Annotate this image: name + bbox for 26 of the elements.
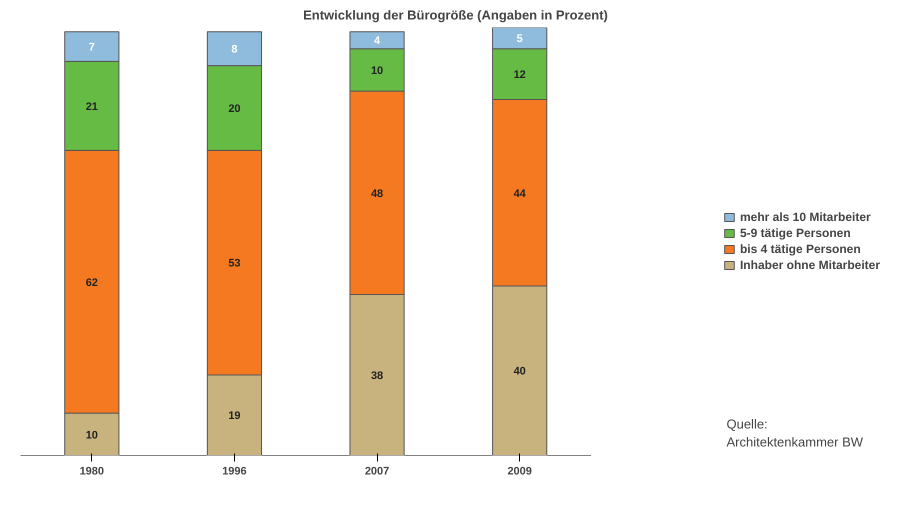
x-tick-label: 1980 bbox=[80, 466, 104, 478]
x-tick-label: 2009 bbox=[507, 466, 532, 478]
data-label: 4 bbox=[374, 35, 381, 48]
data-label: 53 bbox=[228, 258, 241, 270]
data-label: 10 bbox=[370, 64, 384, 77]
data-label: 48 bbox=[370, 188, 384, 200]
data-label: 20 bbox=[228, 103, 241, 116]
data-label: 10 bbox=[86, 429, 98, 442]
data-label: 62 bbox=[86, 276, 98, 289]
legend-label: mehr als 10 Mitarbeiter bbox=[740, 210, 871, 224]
data-label: 5 bbox=[516, 33, 523, 46]
x-tick-label: 1996 bbox=[222, 466, 247, 478]
legend-label: bis 4 tätige Personen bbox=[740, 242, 861, 256]
legend-label: 5-9 tätige Personen bbox=[740, 226, 851, 240]
data-label: 40 bbox=[514, 366, 526, 378]
chart-title: Entwicklung der Bürogröße (Angaben in Prozent) bbox=[303, 8, 608, 22]
data-label: 7 bbox=[88, 42, 95, 54]
legend-label: Inhaber ohne Mitarbeiter bbox=[740, 258, 880, 272]
data-label: 19 bbox=[228, 410, 241, 422]
data-label: 8 bbox=[231, 44, 238, 56]
data-label: 21 bbox=[86, 100, 98, 113]
x-tick-label: 2007 bbox=[364, 466, 390, 478]
data-label: 12 bbox=[514, 69, 526, 82]
data-label: 44 bbox=[514, 188, 527, 200]
data-label: 38 bbox=[370, 370, 384, 382]
source-note: Quelle: Architektenkammer BW bbox=[726, 416, 864, 450]
